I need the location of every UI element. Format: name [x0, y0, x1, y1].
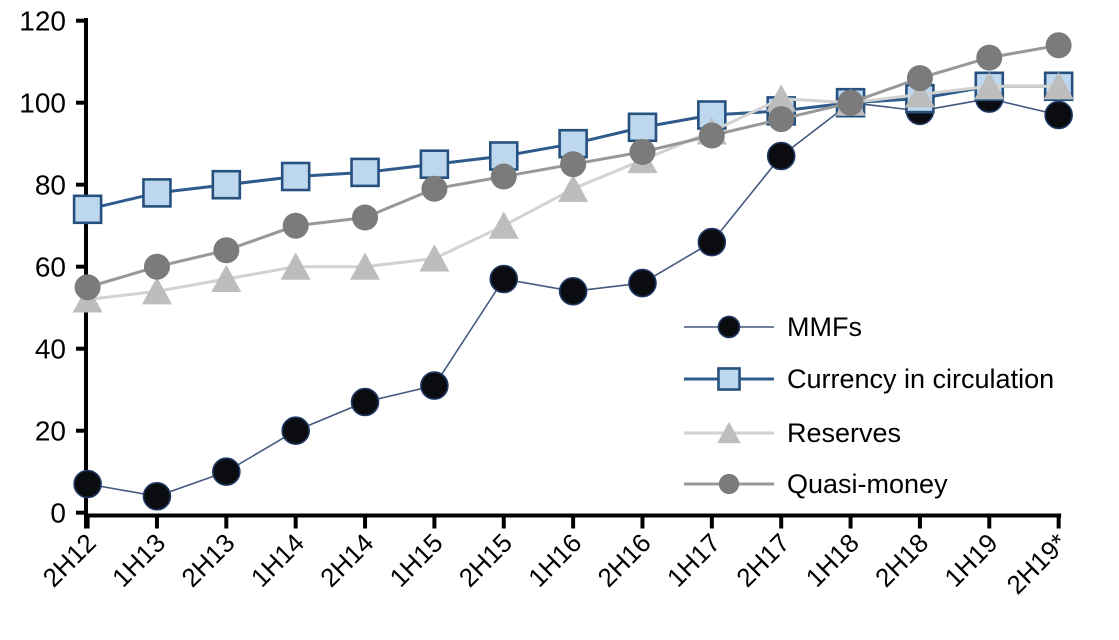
data-point-currency-in-circulation — [419, 149, 450, 179]
data-point-quasi-money — [213, 237, 240, 264]
data-point-quasi-money — [74, 274, 101, 301]
data-point-currency-in-circulation — [211, 169, 242, 200]
x-axis-label: 2H16 — [592, 528, 657, 593]
data-point-mmfs — [489, 264, 519, 294]
x-axis-label: 1H18 — [800, 528, 865, 593]
data-point-currency-in-circulation — [627, 112, 658, 143]
x-axis-label: 2H18 — [869, 528, 934, 593]
x-axis-label: 2H13 — [175, 528, 240, 593]
data-point-quasi-money — [421, 175, 448, 202]
legend-label-reserves: Reserves — [787, 418, 901, 448]
legend-circle-icon — [718, 473, 740, 495]
data-point-quasi-money — [698, 122, 725, 149]
data-point-currency-in-circulation — [280, 161, 311, 192]
y-axis-label: 40 — [35, 334, 66, 365]
data-point-currency-in-circulation — [142, 178, 172, 208]
x-axis-label: 2H19* — [1001, 528, 1073, 600]
x-axis-label: 1H15 — [383, 528, 448, 593]
data-point-mmfs — [212, 457, 241, 487]
data-point-reserves — [280, 252, 311, 280]
data-point-reserves — [419, 244, 450, 272]
legend-label-mmfs: MMFs — [787, 312, 862, 342]
data-point-mmfs — [350, 387, 380, 417]
y-axis-label: 100 — [19, 88, 66, 119]
data-point-quasi-money — [1045, 32, 1072, 59]
data-point-quasi-money — [143, 253, 170, 280]
data-point-quasi-money — [560, 151, 587, 178]
data-point-mmfs — [420, 371, 449, 400]
data-point-reserves — [350, 252, 381, 280]
data-point-mmfs — [281, 416, 310, 446]
x-axis-label: 2H12 — [37, 528, 102, 593]
data-point-quasi-money — [906, 65, 933, 92]
data-point-mmfs — [766, 141, 796, 171]
y-axis-label: 80 — [35, 170, 66, 201]
x-axis-label: 2H14 — [314, 528, 379, 593]
legend-label-currency-in-circulation: Currency in circulation — [787, 364, 1054, 394]
data-point-mmfs — [1044, 100, 1073, 130]
data-point-reserves — [974, 72, 1005, 100]
data-point-reserves — [211, 264, 242, 293]
legend-circle-icon — [717, 315, 741, 339]
data-point-quasi-money — [629, 138, 656, 165]
y-axis-label: 0 — [50, 498, 66, 529]
data-point-quasi-money — [490, 163, 517, 190]
data-point-reserves — [766, 84, 797, 112]
data-point-mmfs — [628, 268, 657, 298]
x-axis-label: 1H16 — [522, 528, 587, 593]
data-point-mmfs — [142, 481, 172, 511]
y-axis-label: 60 — [35, 252, 66, 283]
data-point-quasi-money — [768, 106, 795, 133]
data-point-quasi-money — [837, 89, 864, 116]
data-point-quasi-money — [282, 212, 309, 239]
data-point-reserves — [141, 277, 172, 305]
legend-label-quasi-money: Quasi-money — [787, 469, 948, 499]
data-point-mmfs — [558, 276, 588, 306]
x-axis-label: 1H19 — [938, 528, 1003, 593]
data-point-mmfs — [73, 469, 102, 499]
legend-square-icon — [717, 367, 741, 391]
legend-triangle-icon — [717, 421, 741, 444]
data-point-currency-in-circulation — [72, 194, 103, 225]
y-axis-label: 120 — [19, 6, 66, 37]
y-axis-label: 20 — [35, 416, 66, 447]
data-point-reserves — [1043, 72, 1074, 100]
data-point-mmfs — [697, 227, 727, 257]
data-point-quasi-money — [976, 44, 1003, 71]
data-point-reserves — [488, 211, 519, 239]
x-axis-label: 2H17 — [730, 528, 795, 593]
data-point-quasi-money — [352, 204, 379, 231]
x-axis-label: 1H17 — [661, 528, 726, 593]
x-axis-label: 1H13 — [106, 528, 171, 593]
data-point-reserves — [904, 80, 935, 108]
data-point-reserves — [558, 174, 589, 202]
x-axis-label: 2H15 — [453, 528, 518, 593]
x-axis-label: 1H14 — [245, 528, 310, 593]
data-point-currency-in-circulation — [350, 157, 380, 188]
